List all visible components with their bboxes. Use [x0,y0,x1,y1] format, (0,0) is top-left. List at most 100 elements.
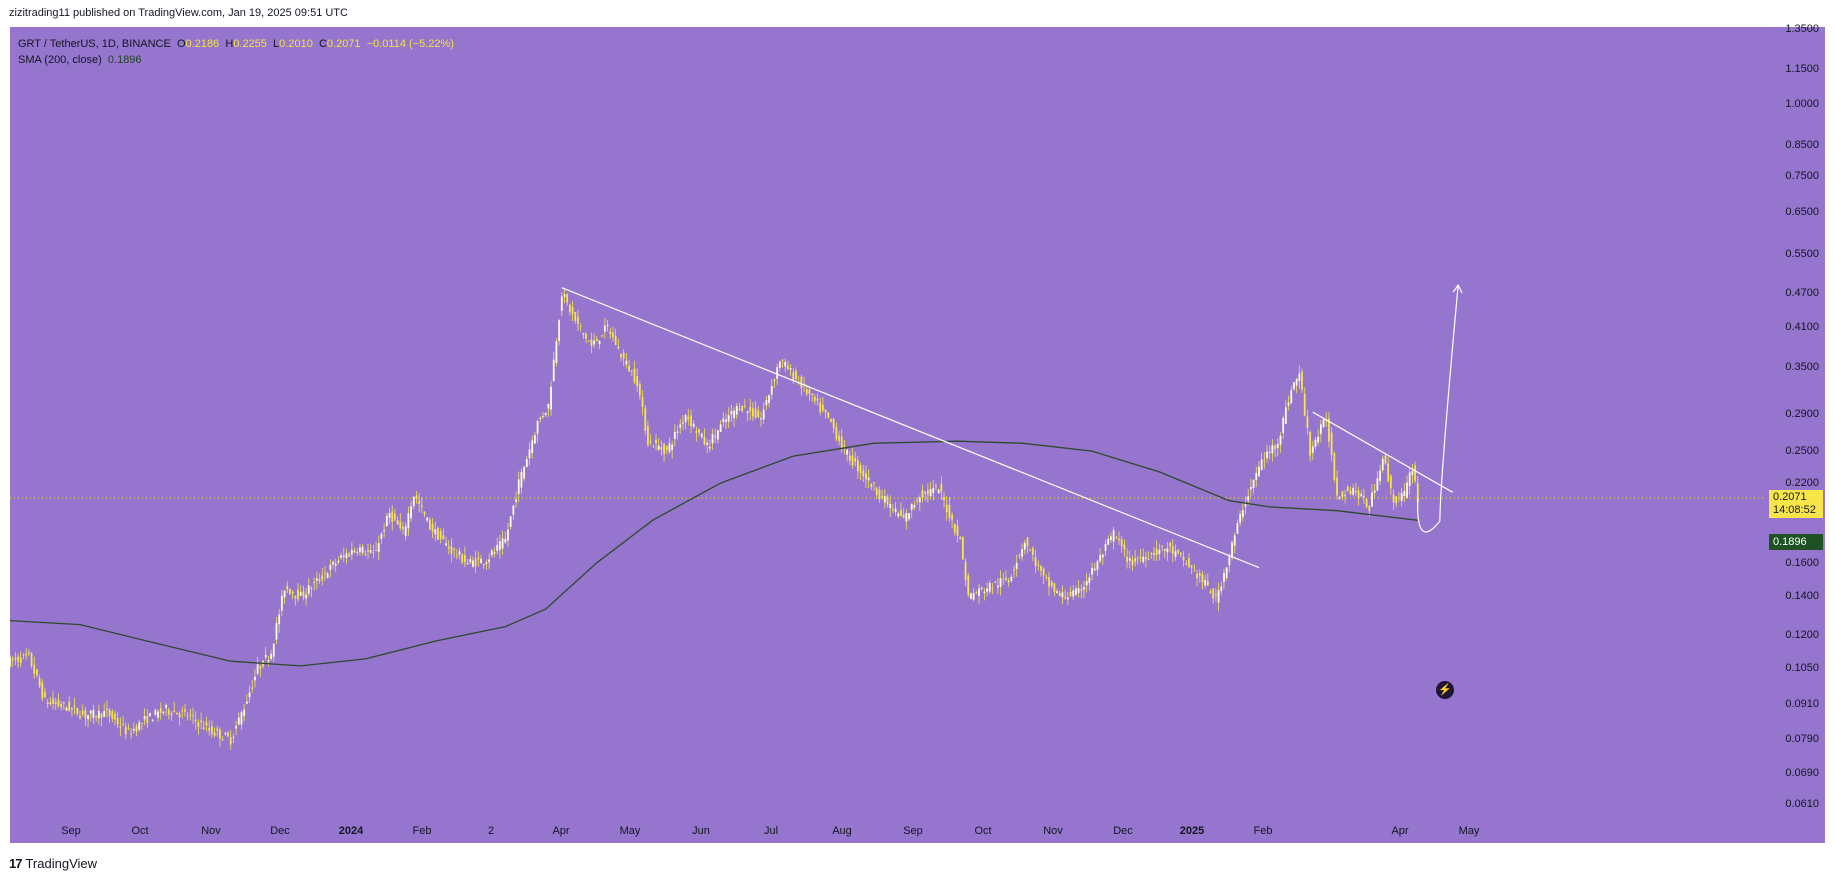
candle-body [999,578,1002,587]
candle-body [1244,503,1247,507]
candle-body [450,546,453,554]
candle-body [237,717,240,725]
candle-body [542,416,544,418]
candle-body [334,563,337,566]
candle-body [1389,475,1392,489]
time-tick-label: Sep [61,825,81,837]
axis-corner[interactable] [1765,819,1825,843]
candle-body [590,339,593,346]
candle-body [1075,588,1077,595]
candle-body [278,614,281,625]
candle-body [81,710,84,715]
candle-body [867,477,870,481]
candle-body [399,521,402,528]
price-tick-label: 0.0610 [1785,798,1819,811]
candle-body [11,658,14,661]
candle-body [735,405,738,415]
time-tick-label: Feb [412,825,432,837]
candle-body [52,698,54,704]
candle-body [1287,402,1290,406]
plot-area[interactable]: GRT / TetherUS, 1D, BINANCE O0.2186 H0.2… [10,27,1765,819]
candle-body [921,489,924,498]
candle-body [1252,479,1255,489]
candle-body [778,361,781,369]
candle-body [1190,565,1193,568]
candle-body [1239,513,1242,523]
candle-body [71,708,73,710]
candle-body [560,296,563,311]
candle-body [1209,591,1212,594]
candle-body [1147,558,1150,560]
candle-body [474,558,477,567]
candle-body [1139,557,1142,559]
candle-body [1153,553,1155,556]
candle-body [926,490,929,495]
candle-body [1053,583,1056,592]
candle-body [186,716,189,717]
candle-body [1266,451,1268,459]
candle-body [19,657,22,664]
time-tick-label: Apr [1391,825,1409,837]
sma-price-tag: 0.1896 [1769,534,1823,551]
candle-body [1026,537,1029,547]
time-tick-label: Jun [692,825,710,837]
price-tick-label: 0.6500 [1785,205,1819,218]
candle-body [434,529,437,535]
candle-body [369,550,372,553]
candle-body [25,653,28,656]
candle-body [380,533,383,539]
chart-area[interactable]: GRT / TetherUS, 1D, BINANCE O0.2186 H0.2… [10,23,1825,847]
trendline-major-downtrend[interactable] [561,287,1260,569]
candle-body [848,455,851,461]
candle-body [342,555,345,557]
candle-body [1271,445,1274,454]
candle-body [1107,538,1110,545]
candle-body [264,654,267,658]
candle-body [1177,549,1180,554]
candle-body [87,715,89,720]
candle-body [883,496,886,503]
candle-body [175,712,178,715]
candle-body [897,513,900,517]
candle-body [189,714,192,716]
legend-high: 0.2255 [233,38,267,50]
candle-body [959,537,962,539]
candle-body [727,415,730,422]
candle-body [787,365,789,370]
candle-body [776,367,779,379]
legend-symbol: GRT / TetherUS, 1D, BINANCE [18,38,171,50]
candle-body [1282,418,1285,434]
candle-body [603,325,606,332]
candle-body [229,737,232,745]
candle-body [415,495,418,499]
candle-body [951,514,954,520]
projection-arrow[interactable] [1417,285,1459,533]
candle-body [453,548,456,550]
legend-sma-value: 0.1896 [107,54,142,66]
candle-body [1352,488,1355,495]
candle-body [372,552,375,554]
candle-body [606,324,609,326]
price-axis[interactable]: 0.2071 14:08:52 0.1896 1.3500 1.1500 1.000… [1765,23,1825,819]
candle-body [598,340,601,345]
candle-body [961,537,964,560]
candle-body [1064,596,1067,598]
price-chart[interactable] [10,27,1765,819]
candle-body [76,707,79,714]
candle-body [1023,542,1026,550]
candle-body [315,578,318,581]
time-axis[interactable]: Sep Oct Nov Dec 2024 Feb 2 Apr May Jun Jul Aug Sep Oc… [10,819,1765,843]
price-tick-label: 0.4700 [1785,287,1819,299]
candle-body [1416,483,1419,503]
candle-body [1298,373,1301,381]
candle-body [1042,568,1045,576]
candle-body [512,505,515,515]
trendline-minor-downtrend[interactable] [1312,411,1454,493]
candle-body [1072,590,1075,597]
candle-body [307,585,310,594]
lightning-icon[interactable]: ⚡ [1436,681,1454,699]
candle-body [714,436,717,437]
candle-body [458,551,461,555]
candle-body [972,593,975,600]
legend-high-label: H [225,38,234,50]
